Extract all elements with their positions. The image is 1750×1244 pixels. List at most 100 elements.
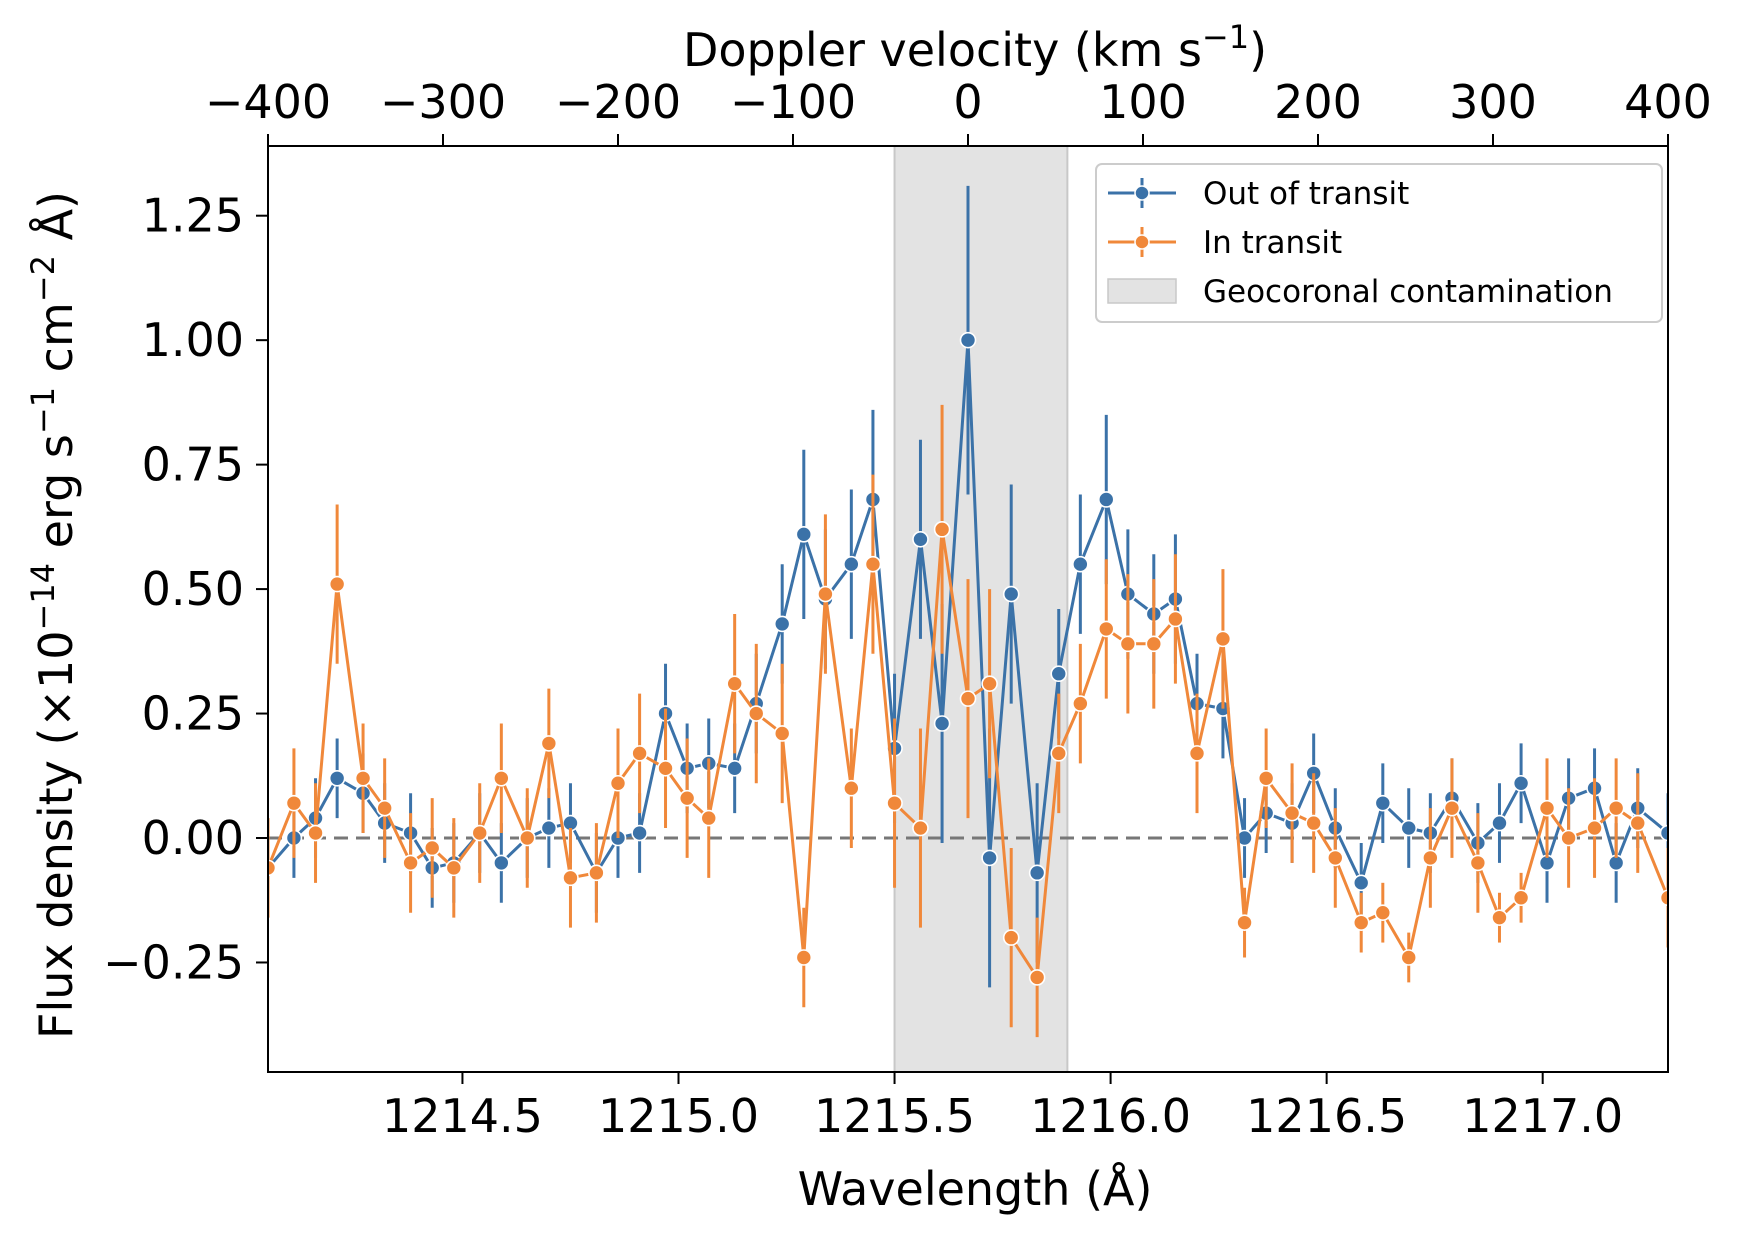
point-in-transit	[540, 735, 558, 752]
point-out-of-transit	[1097, 491, 1115, 508]
legend-label-in-transit: In transit	[1203, 225, 1342, 261]
point-out-of-transit	[726, 760, 743, 777]
point-out-of-transit	[1400, 819, 1418, 837]
point-in-transit	[402, 854, 419, 872]
point-in-transit	[445, 859, 463, 877]
point-in-transit	[1188, 745, 1206, 762]
series-layer	[268, 185, 1668, 1038]
y-tick-label: 0.75	[142, 438, 244, 492]
point-in-transit	[1374, 904, 1392, 921]
top-x-tick-label: 0	[953, 75, 982, 129]
point-out-of-transit	[493, 854, 510, 872]
point-in-transit	[1491, 909, 1508, 926]
top-axis-title-sup: −1	[1202, 18, 1249, 56]
point-in-transit	[307, 824, 324, 842]
point-in-transit	[1422, 849, 1439, 867]
point-in-transit	[609, 774, 627, 792]
point-out-of-transit	[1512, 774, 1530, 792]
point-in-transit	[1469, 854, 1487, 872]
point-in-transit	[1283, 804, 1301, 822]
point-out-of-transit	[1374, 794, 1392, 812]
point-in-transit	[1072, 695, 1089, 712]
point-out-of-transit	[981, 849, 998, 867]
point-out-of-transit	[795, 526, 813, 543]
point-in-transit	[795, 949, 813, 966]
point-in-transit	[1512, 889, 1530, 907]
point-in-transit	[1002, 929, 1020, 946]
point-in-transit	[1305, 814, 1322, 832]
x-tick-label: 1217.0	[1462, 1089, 1623, 1143]
y-axis-title-mid1: erg s	[29, 434, 83, 563]
point-in-transit	[1167, 610, 1184, 628]
point-in-transit	[1560, 829, 1577, 847]
top-x-tick-label: −200	[555, 75, 681, 129]
point-in-transit	[268, 859, 277, 877]
point-in-transit	[726, 675, 743, 692]
legend: Out of transit In transit Geocoronal con…	[1095, 163, 1663, 323]
point-in-transit	[1400, 949, 1418, 966]
y-axis: −0.25 0.00 0.25 0.50 0.75 1.00 1.25	[103, 189, 268, 989]
point-in-transit	[562, 869, 579, 887]
point-in-transit	[1097, 620, 1115, 638]
top-x-tick-label: −400	[205, 75, 331, 129]
y-axis-title-exp1: −14	[24, 563, 62, 631]
point-in-transit	[1538, 799, 1556, 817]
legend-entry-out-of-transit: Out of transit	[1108, 176, 1409, 212]
point-out-of-transit	[1352, 874, 1370, 892]
x-axis-title: Wavelength (Å)	[798, 1162, 1153, 1216]
point-in-transit	[328, 575, 346, 593]
point-out-of-transit	[1491, 814, 1508, 832]
point-out-of-transit	[1002, 585, 1020, 603]
point-in-transit	[354, 769, 372, 787]
top-x-tick-label: −100	[730, 75, 856, 129]
legend-box	[1095, 163, 1663, 323]
top-x-tick-label: 400	[1624, 75, 1712, 129]
top-x-tick-label: −300	[380, 75, 506, 129]
point-in-transit	[1326, 849, 1344, 867]
top-x-tick-label: 100	[1099, 75, 1187, 129]
y-axis-title-exp2: −1	[24, 387, 62, 434]
point-in-transit	[981, 675, 998, 692]
point-in-transit	[1443, 799, 1461, 817]
x-tick-label: 1216.0	[1030, 1089, 1191, 1143]
point-in-transit	[886, 794, 903, 812]
point-in-transit	[1119, 635, 1137, 653]
x-tick-label: 1214.5	[382, 1089, 543, 1143]
point-in-transit	[912, 819, 929, 837]
legend-marker-in-transit	[1134, 234, 1150, 250]
legend-swatch-geocoronal	[1107, 278, 1177, 304]
point-in-transit	[1352, 914, 1370, 931]
point-in-transit	[423, 839, 441, 857]
point-out-of-transit	[1072, 555, 1089, 573]
point-in-transit	[1050, 745, 1068, 762]
point-in-transit	[376, 799, 393, 817]
x-tick-label: 1215.0	[598, 1089, 759, 1143]
point-out-of-transit	[843, 555, 860, 573]
point-out-of-transit	[773, 615, 791, 633]
x-tick-label: 1216.5	[1246, 1089, 1407, 1143]
point-out-of-transit	[1028, 864, 1046, 882]
y-tick-label: −0.25	[103, 935, 244, 989]
point-in-transit	[493, 769, 510, 787]
y-axis-title-mid2: cm	[29, 302, 83, 387]
y-axis-title-prefix: Flux density (×10	[29, 630, 83, 1039]
legend-entry-geocoronal: Geocoronal contamination	[1107, 274, 1613, 310]
point-in-transit	[631, 745, 648, 762]
point-out-of-transit	[1659, 824, 1668, 842]
point-in-transit	[700, 809, 718, 827]
point-in-transit	[1214, 630, 1232, 648]
point-in-transit	[1586, 819, 1603, 837]
point-in-transit	[1629, 814, 1647, 832]
legend-marker-out-of-transit	[1134, 185, 1150, 201]
point-in-transit	[747, 705, 765, 722]
point-in-transit	[1607, 799, 1625, 817]
x-axis-bottom: 1214.5 1215.0 1215.5 1216.0 1216.5 1217.0	[382, 1072, 1623, 1143]
point-in-transit	[678, 789, 696, 807]
y-tick-label: 0.00	[142, 811, 244, 865]
y-tick-label: 0.50	[142, 562, 244, 616]
point-in-transit	[518, 829, 536, 847]
point-in-transit	[1659, 889, 1668, 907]
point-out-of-transit	[933, 715, 951, 732]
y-axis-title-end: Å)	[29, 191, 83, 255]
